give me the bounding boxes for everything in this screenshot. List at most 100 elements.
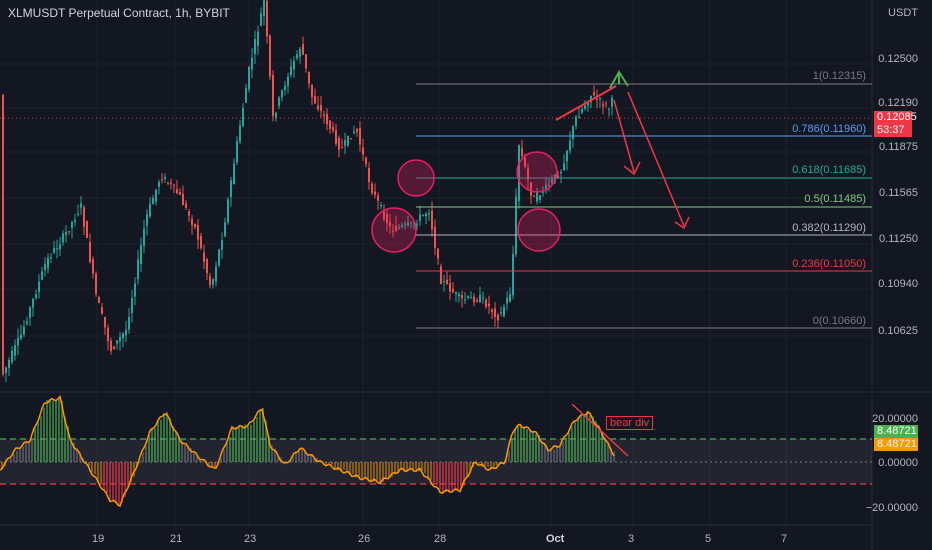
osc-histogram-bar [157, 421, 159, 462]
candle-body [461, 294, 463, 299]
osc-histogram-bar [475, 460, 477, 462]
candle-body [467, 296, 469, 298]
osc-histogram-bar [610, 447, 612, 462]
candle-body [188, 211, 190, 216]
candle-body [242, 108, 244, 127]
osc-histogram-bar [448, 462, 450, 493]
candle-body [299, 48, 301, 57]
osc-histogram-bar [160, 419, 162, 462]
osc-histogram-bar [505, 460, 507, 462]
candle-body [497, 314, 499, 321]
osc-histogram-bar [583, 413, 585, 462]
pattern-circle [516, 151, 558, 193]
osc-histogram-bar [79, 452, 81, 462]
candle-body [296, 54, 298, 59]
candle-body [77, 213, 79, 215]
osc-histogram-bar [208, 462, 210, 466]
candle-body [65, 232, 67, 236]
osc-histogram-bar [118, 462, 120, 506]
osc-histogram-bar [373, 462, 375, 482]
osc-histogram-bar [49, 398, 51, 462]
osc-histogram-bar [565, 437, 567, 462]
osc-histogram-bar [142, 452, 144, 462]
candle-body [47, 257, 49, 269]
osc-histogram-bar [94, 462, 96, 475]
osc-histogram-bar [484, 462, 486, 466]
fib-label-0382: 0.382(0.11290) [792, 222, 866, 234]
osc-histogram-bar [466, 462, 468, 478]
candle-body [29, 307, 31, 318]
countdown-tag: 53:37 [874, 124, 912, 137]
osc-histogram-bar [463, 462, 465, 486]
candle-body [8, 360, 10, 368]
osc-histogram-bar [190, 448, 192, 462]
osc-histogram-bar [460, 462, 462, 489]
candle-body [395, 225, 397, 232]
candle-body [575, 116, 577, 127]
osc-histogram-bar [379, 462, 381, 483]
candle-body [221, 240, 223, 250]
candle-body [539, 195, 541, 200]
candle-body [371, 183, 373, 194]
price-tick: 0.11875 [879, 141, 918, 153]
candle-body [545, 184, 547, 190]
candle-body [500, 312, 502, 314]
time-tick: 7 [781, 533, 788, 545]
osc-histogram-bar [589, 415, 591, 462]
time-tick: 28 [434, 533, 447, 545]
osc-histogram-bar [304, 452, 306, 462]
candle-body [515, 196, 517, 255]
osc-histogram-bar [271, 444, 273, 462]
osc-histogram-bar [520, 426, 522, 462]
candle-body [143, 228, 145, 247]
osc-histogram-bar [256, 416, 258, 462]
osc-histogram-bar [34, 427, 36, 462]
candle-body [68, 231, 70, 233]
osc-histogram-bar [496, 462, 498, 466]
candle-body [323, 114, 325, 116]
osc-histogram-bar [232, 427, 234, 462]
candle-body [287, 76, 289, 87]
candle-body [452, 288, 454, 293]
candle-body [305, 54, 307, 69]
osc-histogram-bar [457, 462, 459, 490]
candle-body [338, 137, 340, 150]
candle-body [344, 140, 346, 146]
fib-label-0786: 0.786(0.11960) [792, 123, 866, 135]
fib-label-0236: 0.236(0.11050) [792, 258, 866, 270]
osc-histogram-bar [418, 462, 420, 472]
osc-histogram-bar [55, 400, 57, 462]
candle-body [197, 225, 199, 240]
osc-histogram-bar [7, 460, 9, 462]
candle-body [32, 298, 34, 308]
candle-body [302, 44, 304, 55]
candle-body [596, 99, 598, 101]
osc-histogram-bar [310, 455, 312, 462]
osc-histogram-bar [334, 462, 336, 470]
osc-histogram-bar [151, 428, 153, 462]
osc-histogram-bar [13, 454, 15, 462]
candle-body [173, 184, 175, 186]
osc-histogram-bar [10, 458, 12, 462]
candle-body [485, 299, 487, 307]
candle-body [251, 57, 253, 70]
osc-histogram-bar [337, 462, 339, 471]
candle-body [521, 148, 523, 157]
candle-body [557, 175, 559, 178]
pattern-circle [397, 159, 435, 197]
osc-histogram-bar [574, 421, 576, 462]
osc-tick: −20.00000 [865, 502, 918, 514]
osc-histogram-bar [166, 411, 168, 462]
osc-histogram-bar [493, 462, 495, 467]
candle-body [182, 194, 184, 206]
candle-body [608, 108, 610, 110]
osc-histogram-bar [124, 462, 126, 498]
osc-histogram-bar [523, 426, 525, 462]
osc-histogram-bar [343, 462, 345, 470]
osc-histogram-bar [430, 462, 432, 480]
candle-body [86, 221, 88, 238]
candle-body [92, 259, 94, 274]
fib-label-05: 0.5(0.11485) [804, 193, 866, 205]
osc-histogram-bar [88, 462, 90, 467]
